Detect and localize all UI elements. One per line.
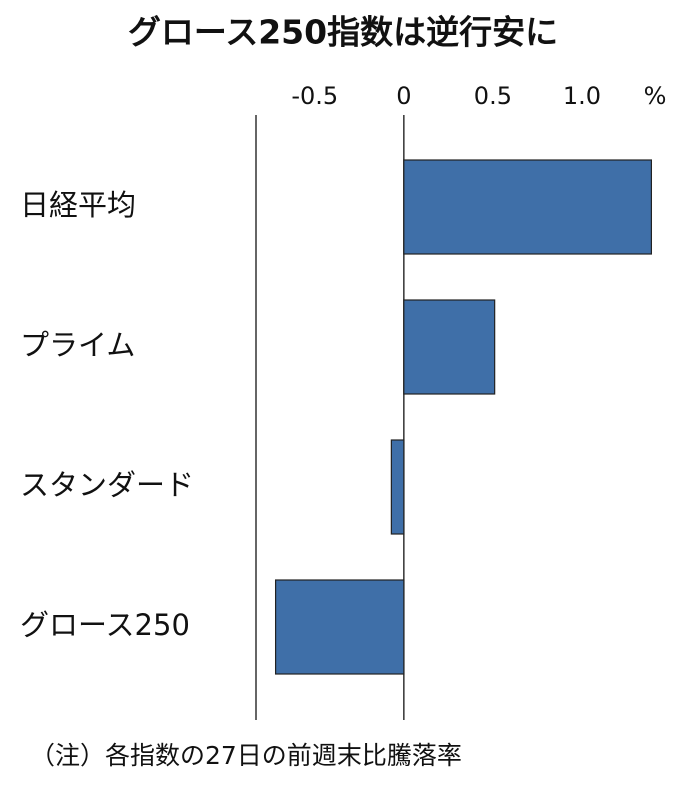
category-label: 日経平均 [20, 188, 136, 222]
x-tick-label: 1.0 [563, 82, 601, 110]
x-unit: % [644, 82, 667, 110]
category-label: スタンダード [20, 468, 194, 502]
x-tick-label: -0.5 [291, 82, 338, 110]
chart-title: グロース250指数は逆行安に [128, 13, 558, 52]
bar [274, 579, 405, 675]
category-label: グロース250 [20, 608, 190, 642]
bar [403, 299, 496, 395]
bar [403, 159, 653, 255]
category-label: プライム [20, 328, 135, 362]
note: （注）各指数の27日の前週末比騰落率 [30, 741, 462, 770]
bar [390, 439, 405, 535]
x-tick-label: 0 [396, 82, 411, 110]
x-tick-label: 0.5 [474, 82, 512, 110]
